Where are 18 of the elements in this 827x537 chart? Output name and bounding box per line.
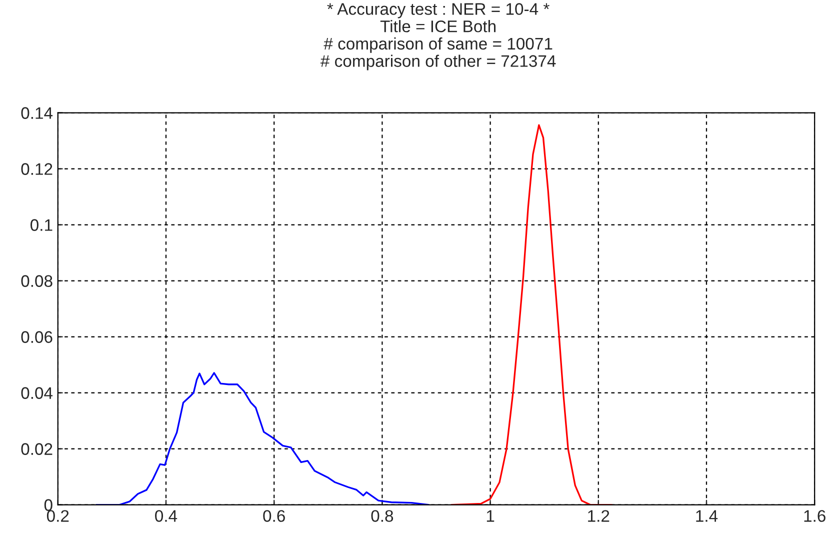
x-tick-label: 1.2 [588,510,610,522]
y-tick-label: 0 [44,499,52,511]
y-tick-label: 0.06 [21,331,52,343]
y-tick-label: 0.04 [21,387,53,399]
y-tick-label: 0.14 [21,107,53,119]
y-tick-label: 0.1 [30,219,52,231]
x-tick-label: 0.4 [155,510,178,522]
chart-title: * Accuracy test : NER = 10-4 * [327,3,550,18]
x-tick-label: 0.2 [46,510,69,522]
x-tick-label: 1.6 [804,510,826,522]
y-tick-label: 0.12 [21,163,52,175]
y-tick-label: 0.02 [21,443,52,455]
x-tick-label: 1 [486,510,494,522]
x-tick-label: 0.6 [263,510,285,522]
x-tick-label: 0.8 [371,510,394,522]
y-tick-label: 0.08 [21,275,52,287]
chart-subtitle: Title = ICE Both # comparison of same = 10071 # comparison of other = 721374 [320,20,556,70]
x-tick-label: 1.4 [696,510,718,522]
